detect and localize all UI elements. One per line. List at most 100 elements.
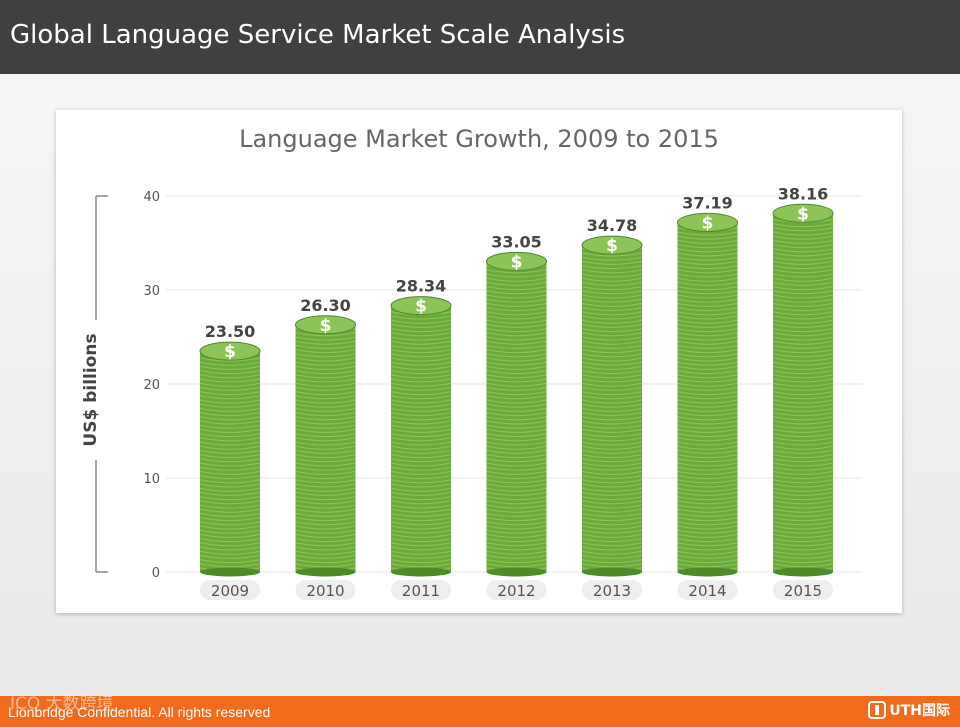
coin-edge bbox=[677, 328, 738, 333]
coin-edge bbox=[677, 441, 738, 446]
coin-edge bbox=[390, 546, 452, 551]
coin-edge bbox=[199, 479, 261, 484]
coin-edge bbox=[486, 554, 547, 559]
x-tick-pill bbox=[295, 580, 356, 600]
coin-edge bbox=[772, 437, 834, 442]
coin-edge bbox=[581, 323, 643, 328]
data-label: 34.78 bbox=[587, 216, 638, 235]
coin-edge bbox=[677, 517, 738, 522]
coin-edge bbox=[295, 500, 356, 505]
coin-edge bbox=[581, 441, 643, 446]
coin-edge bbox=[486, 496, 547, 501]
coin-edge bbox=[772, 286, 834, 291]
coin-edge bbox=[486, 475, 547, 480]
coin-edge bbox=[390, 512, 452, 517]
coin-edge bbox=[390, 407, 452, 412]
coin-edge bbox=[486, 349, 547, 354]
coin-edge bbox=[581, 487, 643, 492]
coin-edge bbox=[390, 361, 452, 366]
coin-edge bbox=[199, 386, 261, 391]
coin-edge bbox=[486, 315, 547, 320]
coin-edge bbox=[581, 512, 643, 517]
coin-edge bbox=[486, 307, 547, 312]
coin-edge bbox=[581, 445, 643, 450]
coin-edge bbox=[581, 424, 643, 429]
coin-edge bbox=[581, 378, 643, 383]
coin-edge bbox=[581, 559, 643, 564]
bar-2014: $ bbox=[677, 212, 738, 577]
coin-edge bbox=[581, 533, 643, 538]
y-axis-label: US$ billions bbox=[81, 333, 101, 446]
coin-edge bbox=[677, 496, 738, 501]
coin-edge bbox=[581, 462, 643, 467]
coin-edge bbox=[677, 386, 738, 391]
coin-edge bbox=[199, 496, 261, 501]
dollar-icon: $ bbox=[224, 342, 236, 362]
coin-edge bbox=[199, 470, 261, 475]
coin-edge bbox=[581, 290, 643, 295]
coin-edge bbox=[581, 357, 643, 362]
coin-edge bbox=[390, 374, 452, 379]
coin-edge bbox=[772, 521, 834, 526]
coin-edge bbox=[581, 437, 643, 442]
x-tick-pill bbox=[200, 580, 260, 600]
coin-edge bbox=[390, 517, 452, 522]
coin-edge bbox=[772, 357, 834, 362]
data-label: 26.30 bbox=[300, 296, 351, 315]
coin-edge bbox=[390, 475, 452, 480]
coin-edge bbox=[677, 458, 738, 463]
bar-2011: $ bbox=[390, 296, 452, 577]
coin-edge bbox=[295, 554, 356, 559]
coin-edge bbox=[677, 374, 738, 379]
coin-edge bbox=[677, 319, 738, 324]
coin-edge bbox=[772, 235, 834, 240]
coin-edge bbox=[677, 529, 738, 534]
coin-edge bbox=[772, 294, 834, 299]
coin-edge bbox=[772, 328, 834, 333]
y-tick-label: 40 bbox=[143, 190, 160, 205]
coin-edge bbox=[677, 256, 738, 261]
coin-edge bbox=[772, 386, 834, 391]
coin-edge bbox=[199, 538, 261, 543]
coin-edge bbox=[772, 281, 834, 286]
coin-edge bbox=[295, 508, 356, 513]
coin-edge bbox=[486, 470, 547, 475]
coin-edge bbox=[486, 286, 547, 291]
coin-edge bbox=[772, 416, 834, 421]
coin-edge bbox=[677, 470, 738, 475]
coin-edge bbox=[486, 353, 547, 358]
coin-edge bbox=[199, 483, 261, 488]
coin-edge bbox=[677, 290, 738, 295]
coin-edge bbox=[581, 395, 643, 400]
coin-edge bbox=[199, 504, 261, 509]
coin-edge bbox=[486, 391, 547, 396]
coin-edge bbox=[677, 286, 738, 291]
coin-edge bbox=[677, 269, 738, 274]
coin-edge bbox=[677, 235, 738, 240]
coin-edge bbox=[199, 365, 261, 370]
coin-edge bbox=[677, 424, 738, 429]
coin-edge bbox=[772, 323, 834, 328]
coin-edge bbox=[486, 563, 547, 568]
coin-edge bbox=[390, 525, 452, 530]
coin-edge bbox=[295, 512, 356, 517]
coin-edge bbox=[772, 496, 834, 501]
coin-edge bbox=[677, 239, 738, 244]
coin-edge bbox=[199, 449, 261, 454]
coin-edge bbox=[772, 290, 834, 295]
coin-edge bbox=[199, 374, 261, 379]
coin-edge bbox=[390, 470, 452, 475]
x-tick-label: 2015 bbox=[784, 582, 822, 600]
coin-edge bbox=[677, 546, 738, 551]
coin-edge bbox=[486, 428, 547, 433]
coin-edge bbox=[486, 386, 547, 391]
bar-base bbox=[582, 567, 642, 577]
coin-edge bbox=[581, 353, 643, 358]
coin-edge bbox=[390, 559, 452, 564]
coin-edge bbox=[486, 416, 547, 421]
coin-edge bbox=[581, 403, 643, 408]
coin-edge bbox=[486, 323, 547, 328]
coin-edge bbox=[581, 433, 643, 438]
coin-edge bbox=[199, 462, 261, 467]
coin-edge bbox=[772, 315, 834, 320]
